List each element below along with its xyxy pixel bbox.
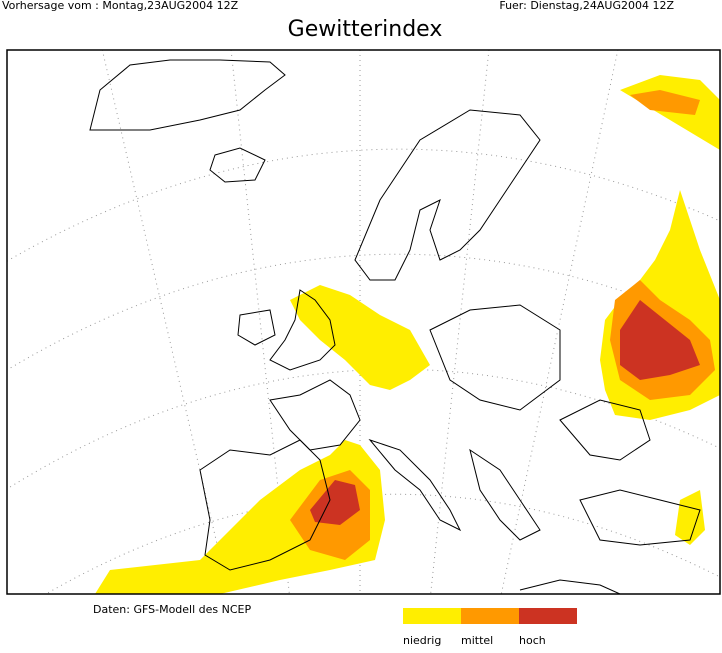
legend: niedrig mittel hoch bbox=[403, 608, 577, 647]
index-areas bbox=[95, 75, 720, 594]
legend-label: hoch bbox=[519, 634, 546, 647]
legend-swatch bbox=[403, 608, 461, 624]
legend-swatch bbox=[461, 608, 519, 624]
data-source: Daten: GFS-Modell des NCEP bbox=[93, 603, 251, 616]
legend-swatch bbox=[519, 608, 577, 624]
forecast-issued: Vorhersage vom : Montag,23AUG2004 12Z bbox=[2, 0, 239, 12]
map-title: Gewitterindex bbox=[288, 17, 443, 42]
legend-label: mittel bbox=[461, 634, 493, 647]
map bbox=[6, 49, 721, 595]
legend-label: niedrig bbox=[403, 634, 441, 647]
forecast-valid: Fuer: Dienstag,24AUG2004 12Z bbox=[499, 0, 674, 12]
map-frame bbox=[6, 49, 721, 595]
coastlines bbox=[89, 59, 701, 594]
